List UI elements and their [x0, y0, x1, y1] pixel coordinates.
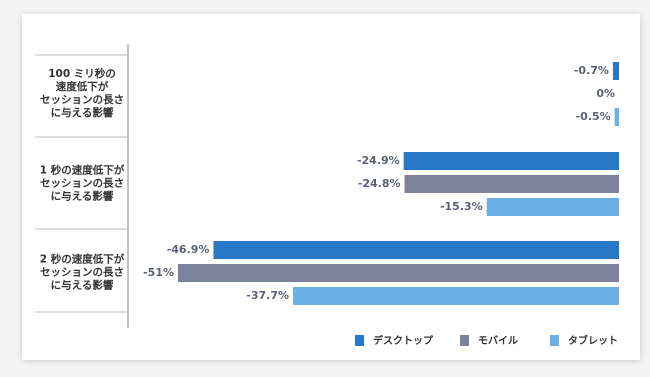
category-label: 100 ミリ秒の 速度低下が セッションの長さ に与える影響: [40, 68, 124, 119]
bar: [404, 175, 619, 193]
legend-label: タブレット: [568, 334, 618, 347]
value-label: -24.9%: [357, 154, 400, 167]
legend-swatch: [550, 335, 559, 346]
value-label: -15.3%: [440, 200, 483, 213]
value-label: -0.7%: [574, 64, 609, 77]
bar: [178, 264, 619, 282]
value-label: -46.9%: [167, 243, 210, 256]
bar: [614, 108, 619, 126]
category-label: 1 秒の速度低下が セッションの長さ に与える影響: [39, 164, 125, 203]
value-label: -24.8%: [358, 177, 401, 190]
value-label: -51%: [143, 266, 174, 279]
value-label: -37.7%: [246, 289, 289, 302]
legend-swatch: [460, 335, 469, 346]
value-label: -0.5%: [576, 110, 611, 123]
legend-label: デスクトップ: [373, 334, 434, 347]
category-label: 2 秒の速度低下が セッションの長さ に与える影響: [39, 253, 125, 292]
bar: [403, 152, 619, 170]
value-label: 0%: [596, 87, 615, 100]
bar: [213, 241, 619, 259]
legend-swatch: [355, 335, 364, 346]
bar: [486, 198, 619, 216]
legend-label: モバイル: [478, 335, 518, 347]
bar: [293, 287, 619, 305]
bar: [612, 62, 619, 80]
